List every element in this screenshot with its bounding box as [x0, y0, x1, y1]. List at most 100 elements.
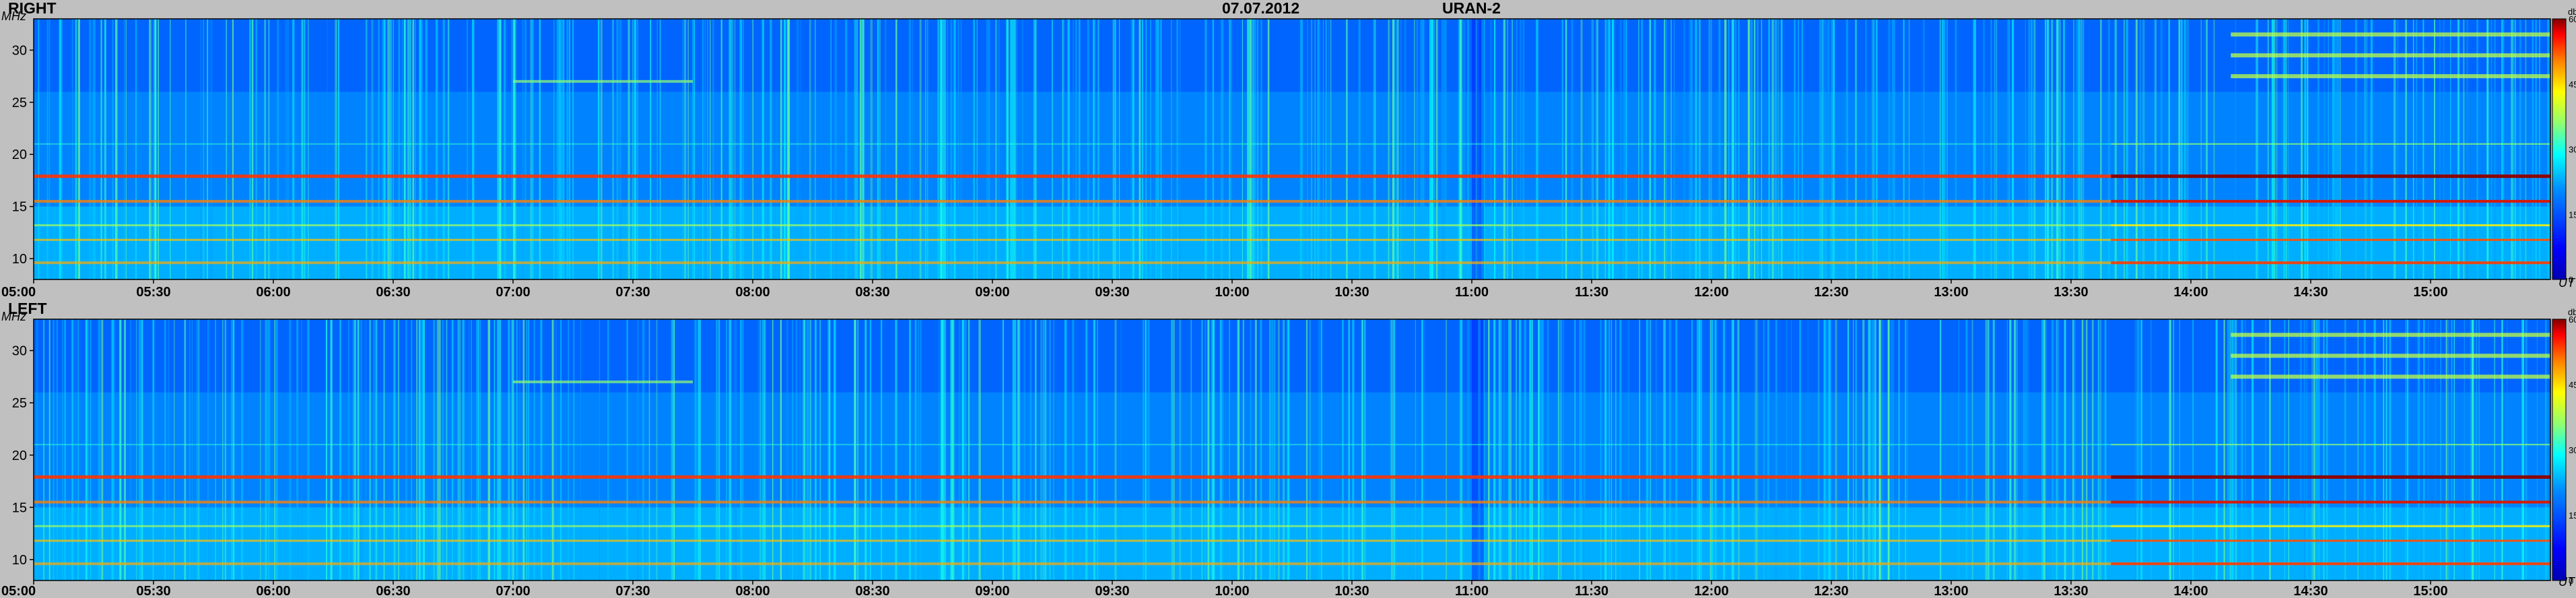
interference-streak: [1374, 19, 1376, 279]
interference-streak: [648, 319, 650, 580]
interference-streak: [599, 319, 601, 580]
interference-streak: [1873, 19, 1874, 279]
interference-streak: [2150, 319, 2152, 580]
interference-streak: [2389, 319, 2391, 580]
interference-streak: [2301, 19, 2303, 279]
x-tick-label: 14:30: [2293, 584, 2328, 598]
interference-streak: [1062, 19, 1064, 279]
interference-streak: [1905, 319, 1906, 580]
interference-streak: [612, 19, 614, 279]
interference-streak: [1132, 19, 1134, 279]
interference-streak: [734, 19, 736, 279]
colorbar-unit: db: [2568, 307, 2576, 317]
interference-streak: [1767, 319, 1769, 580]
interference-streak: [1422, 19, 1425, 279]
interference-streak: [1829, 319, 1831, 580]
interference-streak: [637, 319, 639, 580]
interference-streak: [1392, 319, 1395, 580]
interference-streak: [735, 319, 737, 580]
interference-streak: [1478, 19, 1479, 279]
interference-streak: [2056, 19, 2059, 279]
interference-streak: [1348, 319, 1350, 580]
interference-streak: [1274, 319, 1276, 580]
interference-streak: [2091, 319, 2094, 580]
x-tick-label: 12:00: [1694, 584, 1728, 598]
y-tick-label: 20: [12, 448, 27, 463]
interference-streak: [1352, 319, 1355, 580]
interference-streak: [2311, 319, 2313, 580]
interference-streak: [809, 319, 812, 580]
interference-streak: [733, 319, 735, 580]
x-tick-label: 13:00: [1934, 285, 1968, 300]
interference-streak: [528, 319, 530, 580]
strong-streak: [497, 19, 502, 279]
interference-streak: [2080, 19, 2082, 279]
interference-streak: [393, 319, 395, 580]
colorbar: [2552, 319, 2567, 581]
interference-streak: [1278, 319, 1280, 580]
interference-streak: [384, 19, 386, 279]
interference-streak: [1862, 319, 1865, 580]
interference-streak: [1786, 319, 1788, 580]
interference-streak: [48, 19, 50, 279]
interference-streak: [378, 19, 380, 279]
interference-streak: [2056, 319, 2058, 580]
interference-streak: [1431, 19, 1433, 279]
interference-streak: [418, 319, 421, 580]
interference-streak: [1825, 319, 1827, 580]
interference-streak: [726, 319, 727, 580]
interference-streak: [1093, 319, 1095, 580]
interference-streak: [1870, 319, 1873, 580]
interference-streak: [998, 19, 1000, 279]
interference-streak: [414, 19, 416, 279]
interference-streak: [2514, 19, 2516, 279]
interference-streak: [879, 19, 881, 279]
interference-streak: [1606, 19, 1608, 279]
interference-streak: [1006, 19, 1007, 279]
interference-streak: [960, 19, 962, 279]
interference-streak: [988, 19, 990, 279]
interference-streak: [98, 319, 100, 580]
interference-streak: [1623, 19, 1625, 279]
interference-streak: [2192, 319, 2194, 580]
colorbar-tick-label: 45: [2569, 79, 2576, 90]
interference-streak: [1524, 319, 1526, 580]
interference-streak: [1755, 319, 1757, 580]
interference-streak: [115, 19, 118, 279]
x-tick-label: 07:00: [496, 285, 530, 300]
interference-streak: [2501, 319, 2503, 580]
interference-streak: [1112, 19, 1114, 279]
interference-streak: [207, 319, 209, 580]
interference-streak: [1871, 19, 1873, 279]
interference-streak: [909, 319, 911, 580]
interference-streak: [938, 319, 940, 580]
interference-streak: [231, 319, 232, 580]
interference-streak: [511, 319, 513, 580]
interference-streak: [2363, 319, 2366, 580]
horizontal-band: [34, 475, 2550, 479]
interference-streak: [222, 319, 224, 580]
interference-streak: [53, 319, 55, 580]
interference-streak: [1493, 319, 1496, 580]
interference-streak: [1254, 319, 1257, 580]
interference-streak: [416, 319, 418, 580]
x-tick-label: 09:30: [1095, 285, 1129, 300]
interference-streak: [196, 319, 199, 580]
interference-streak: [1222, 19, 1223, 279]
interference-streak: [1483, 19, 1485, 279]
interference-streak: [2023, 319, 2025, 580]
interference-streak: [2233, 319, 2236, 580]
interference-streak: [995, 19, 997, 279]
interference-streak: [136, 319, 137, 580]
interference-streak: [1400, 19, 1402, 279]
interference-streak: [1827, 319, 1830, 580]
interference-streak: [1073, 19, 1074, 279]
interference-streak: [687, 19, 689, 279]
interference-streak: [459, 319, 461, 580]
interference-streak: [2027, 319, 2029, 580]
interference-streak: [100, 319, 102, 580]
interference-streak: [2099, 319, 2102, 580]
x-tick-label: 13:30: [2054, 285, 2088, 300]
x-tick-label: 05:30: [136, 285, 170, 300]
interference-streak: [2443, 19, 2445, 279]
